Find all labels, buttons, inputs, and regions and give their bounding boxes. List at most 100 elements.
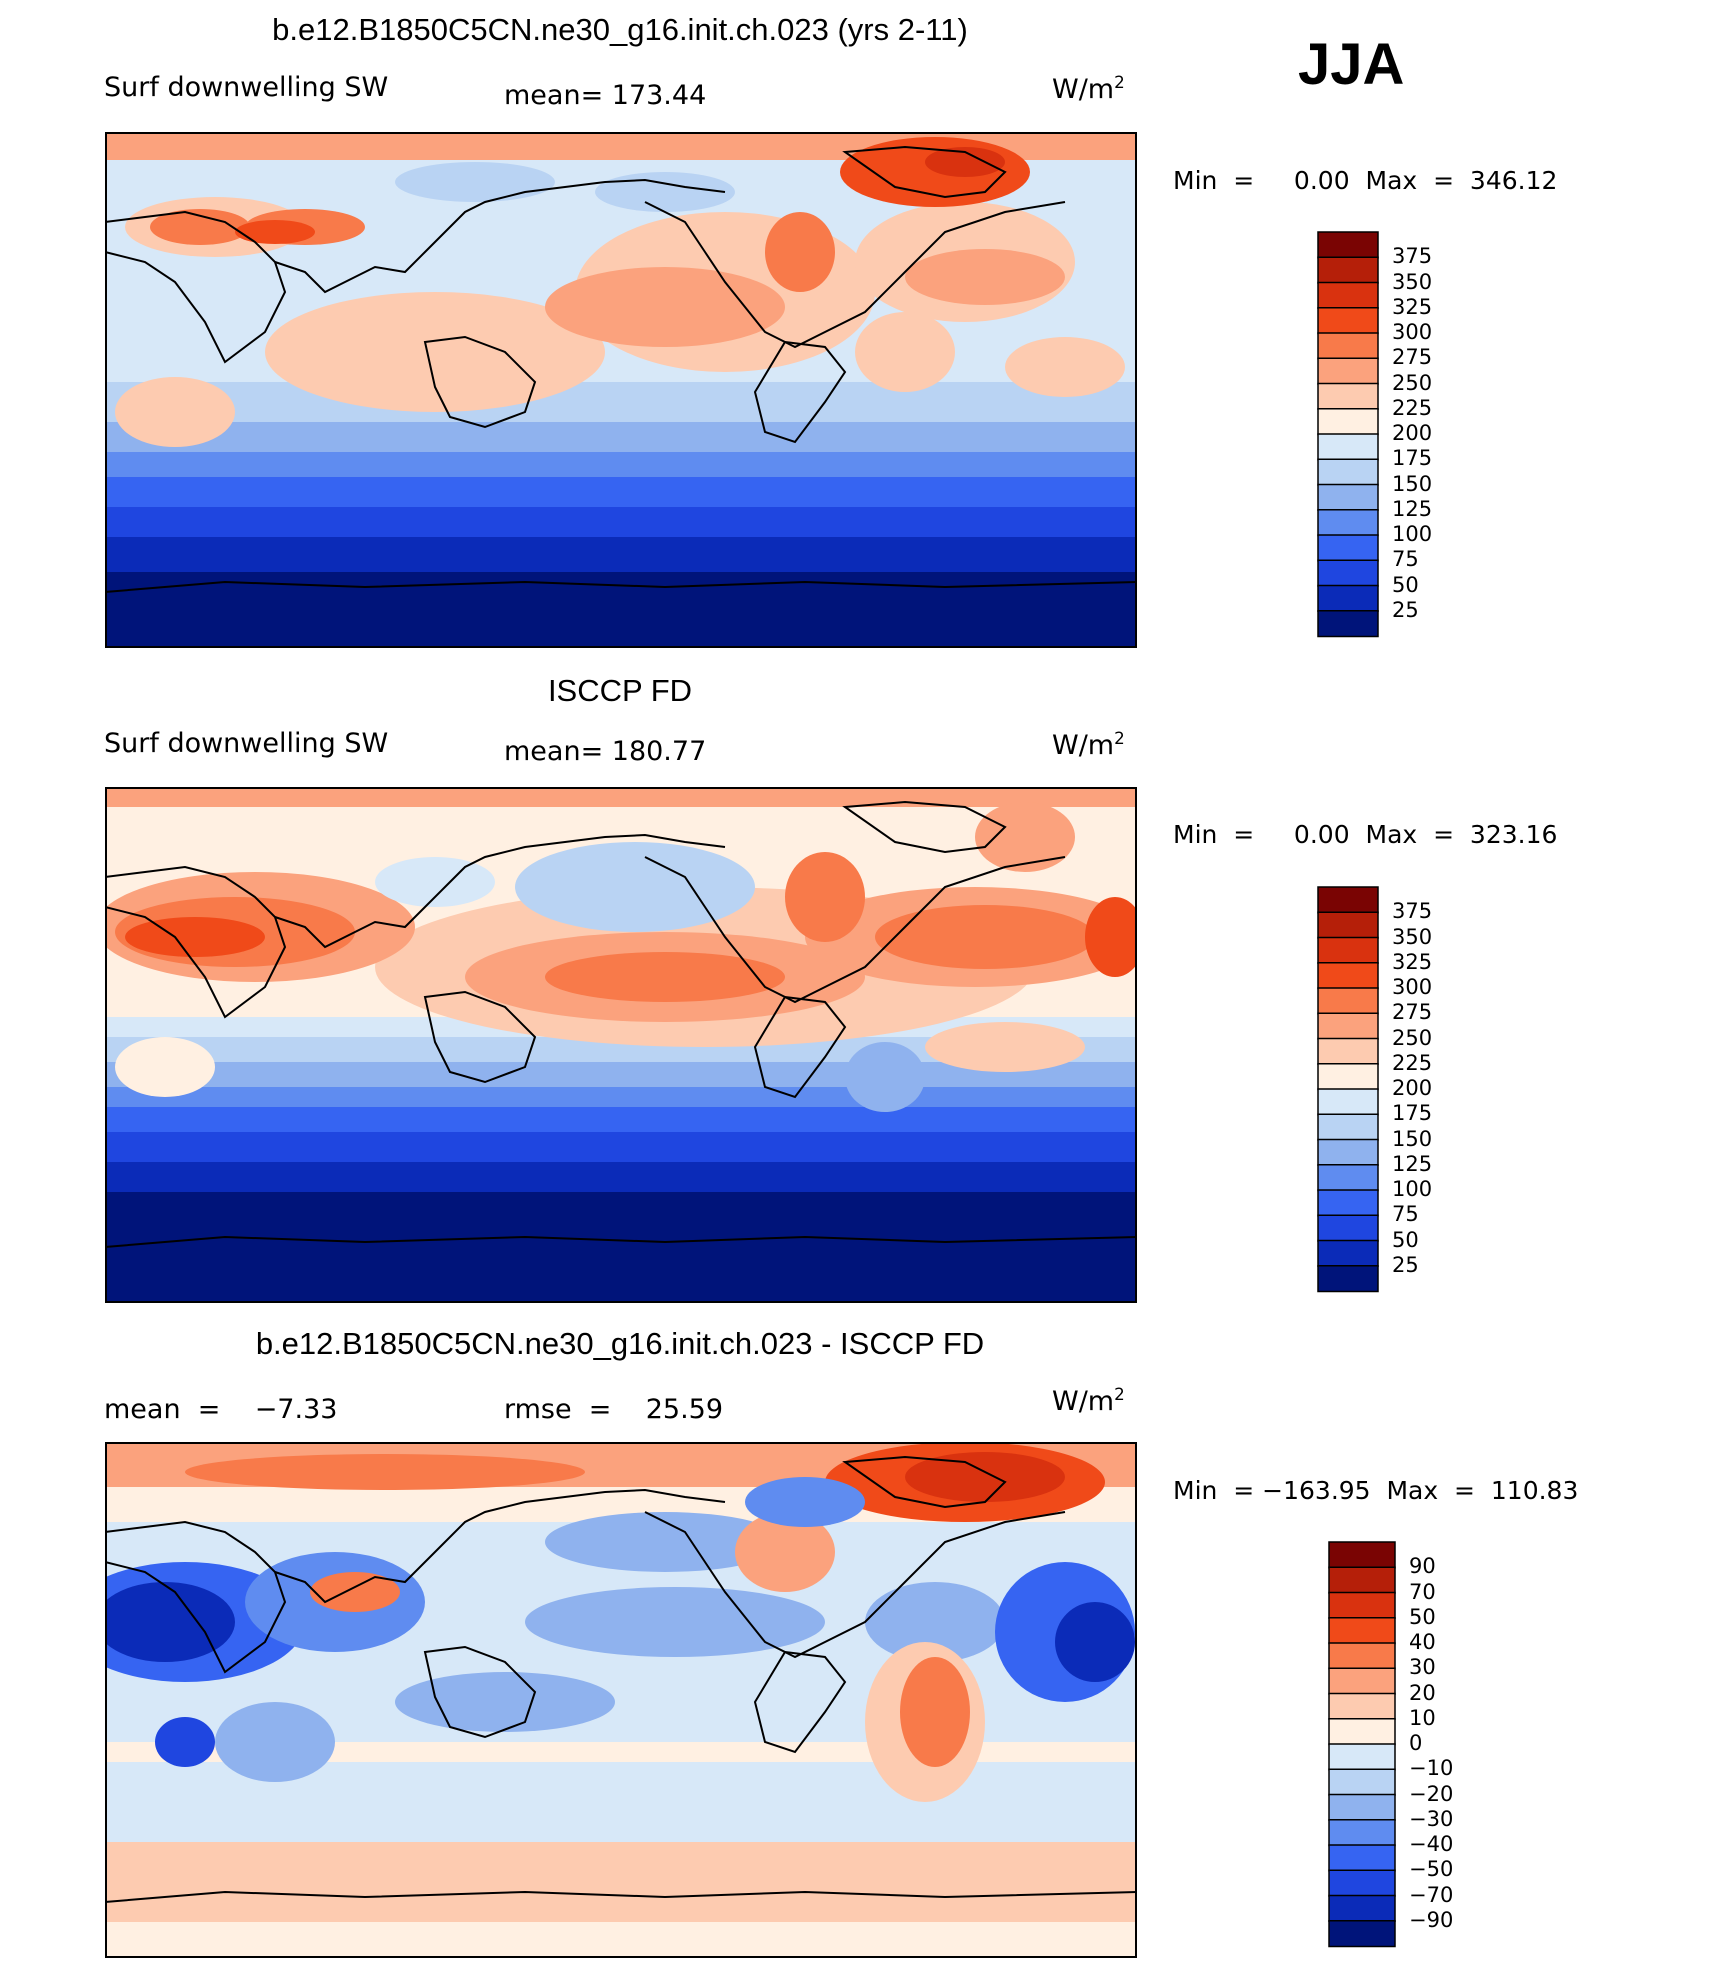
panel2-variable: Surf downwelling SW: [104, 728, 389, 759]
panel3-units: W/m2: [1052, 1384, 1125, 1417]
colorbar-tick-label: 275: [1392, 1000, 1433, 1025]
colorbar-box: [1317, 1214, 1379, 1242]
colorbar-box: [1317, 408, 1379, 436]
colorbar-box: [1317, 509, 1379, 537]
panel3-field: [105, 1442, 1137, 1958]
colorbar-box: [1317, 231, 1379, 259]
panel2-colorbar: [1317, 886, 1379, 1293]
colorbar-box: [1317, 1265, 1379, 1293]
colorbar-box: [1317, 433, 1379, 461]
colorbar-box: [1328, 1894, 1396, 1922]
colorbar-box: [1328, 1692, 1396, 1720]
colorbar-box: [1317, 1138, 1379, 1166]
colorbar-box: [1317, 1063, 1379, 1091]
colorbar-tick-label: 25: [1392, 597, 1419, 622]
colorbar-box: [1328, 1768, 1396, 1796]
panel2-map: [105, 787, 1137, 1303]
colorbar-tick-label: 250: [1392, 1025, 1433, 1050]
colorbar-tick-label: −30: [1409, 1806, 1454, 1831]
colorbar-box: [1328, 1844, 1396, 1872]
panel3-frame: [105, 1442, 1137, 1958]
panel1-colorbar: [1317, 231, 1379, 638]
colorbar-box: [1328, 1617, 1396, 1645]
colorbar-tick-label: 125: [1392, 1151, 1433, 1176]
colorbar-box: [1328, 1920, 1396, 1948]
panel1-variable: Surf downwelling SW: [104, 72, 389, 103]
panel1-title: b.e12.B1850C5CN.ne30_g16.init.ch.023 (yr…: [272, 12, 968, 47]
colorbar-tick-label: 50: [1409, 1604, 1436, 1629]
colorbar-box: [1317, 559, 1379, 587]
season-label: JJA: [1298, 32, 1405, 97]
colorbar-tick-label: −50: [1409, 1857, 1454, 1882]
colorbar-tick-label: 300: [1392, 975, 1433, 999]
colorbar-tick-label: 50: [1392, 1227, 1419, 1252]
colorbar-box: [1317, 281, 1379, 309]
colorbar-box: [1317, 1088, 1379, 1116]
colorbar-box: [1317, 610, 1379, 638]
colorbar-box: [1317, 382, 1379, 410]
colorbar-tick-label: 10: [1409, 1705, 1436, 1730]
panel1-frame: [105, 132, 1137, 648]
colorbar-tick-label: 225: [1392, 395, 1433, 420]
panel1-minmax: Min = 0.00 Max = 346.12: [1173, 166, 1558, 195]
panel2-minmax: Min = 0.00 Max = 323.16: [1173, 820, 1558, 849]
colorbar-box: [1328, 1566, 1396, 1594]
panel1-map: [105, 132, 1137, 648]
panel3-minmax: Min = −163.95 Max = 110.83: [1173, 1476, 1579, 1505]
colorbar-box: [1317, 911, 1379, 939]
colorbar-box: [1317, 1113, 1379, 1141]
panel3-rmse: rmse = 25.59: [504, 1394, 724, 1425]
colorbar-tick-label: 90: [1409, 1554, 1436, 1579]
colorbar-box: [1317, 1239, 1379, 1267]
colorbar-box: [1317, 584, 1379, 612]
colorbar-box: [1317, 936, 1379, 964]
colorbar-tick-label: 100: [1392, 522, 1433, 546]
colorbar-tick-label: 250: [1392, 370, 1433, 395]
colorbar-tick-label: 350: [1392, 924, 1433, 949]
colorbar-tick-label: 125: [1392, 496, 1433, 521]
colorbar-box: [1317, 357, 1379, 385]
panel1-coastlines: [105, 145, 1137, 593]
colorbar-tick-label: 175: [1392, 446, 1433, 471]
panel1-mean: mean= 173.44: [504, 80, 707, 111]
colorbar-tick-label: 75: [1392, 1202, 1419, 1227]
panel2-units: W/m2: [1052, 728, 1125, 761]
panel2-field: [105, 787, 1137, 1303]
colorbar-tick-label: 325: [1392, 949, 1433, 974]
colorbar-box: [1328, 1793, 1396, 1821]
colorbar-tick-label: −70: [1409, 1882, 1454, 1907]
panel2-mean: mean= 180.77: [504, 736, 707, 767]
colorbar-box: [1328, 1591, 1396, 1619]
colorbar-box: [1317, 256, 1379, 284]
colorbar-tick-label: 375: [1392, 899, 1433, 924]
panel2-coastlines: [105, 800, 1137, 1248]
colorbar-tick-label: 200: [1392, 1076, 1433, 1100]
colorbar-tick-label: 20: [1409, 1680, 1436, 1705]
colorbar-tick-label: 175: [1392, 1101, 1433, 1126]
panel3-title: b.e12.B1850C5CN.ne30_g16.init.ch.023 - I…: [255, 1326, 985, 1361]
colorbar-box: [1328, 1869, 1396, 1897]
colorbar-tick-label: 200: [1392, 421, 1433, 445]
colorbar-tick-label: 30: [1409, 1655, 1436, 1680]
panel3-mean: mean = −7.33: [104, 1394, 338, 1425]
colorbar-tick-label: 300: [1392, 320, 1433, 344]
colorbar-tick-label: −90: [1409, 1907, 1454, 1932]
colorbar-box: [1317, 307, 1379, 335]
panel3-map: [105, 1442, 1137, 1958]
colorbar-box: [1317, 483, 1379, 511]
colorbar-box: [1317, 458, 1379, 486]
colorbar-tick-label: 325: [1392, 294, 1433, 319]
colorbar-box: [1317, 1012, 1379, 1040]
colorbar-box: [1317, 962, 1379, 990]
colorbar-tick-label: −40: [1409, 1832, 1454, 1856]
colorbar-tick-label: 350: [1392, 269, 1433, 294]
colorbar-box: [1317, 987, 1379, 1015]
colorbar-tick-label: 150: [1392, 1126, 1433, 1151]
panel3-coastlines: [105, 1455, 1137, 1903]
panel2-title: ISCCP FD: [547, 673, 693, 708]
colorbar-tick-label: −20: [1409, 1781, 1454, 1806]
colorbar-box: [1317, 886, 1379, 914]
colorbar-box: [1328, 1718, 1396, 1746]
colorbar-tick-label: −10: [1409, 1756, 1454, 1781]
colorbar-box: [1317, 1189, 1379, 1217]
